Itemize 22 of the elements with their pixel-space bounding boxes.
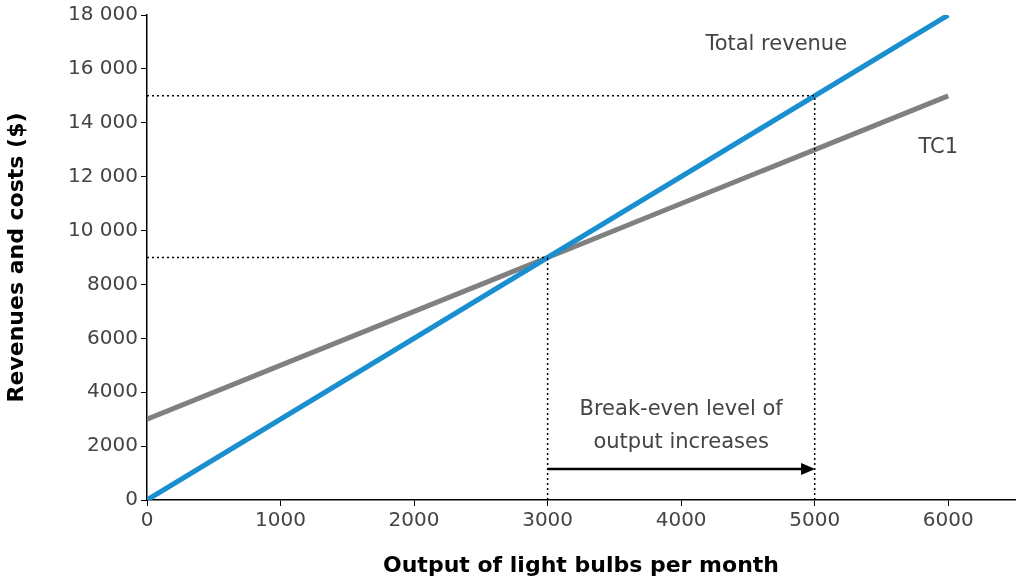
- y-axis-title: Revenues and costs ($): [2, 112, 28, 403]
- y-tick-label: 8000: [87, 270, 138, 295]
- x-tick-label: 4000: [655, 507, 707, 532]
- x-tick-label: 6000: [922, 507, 974, 532]
- x-tick-label: 5000: [789, 507, 841, 532]
- series-label: Total revenue: [704, 31, 848, 56]
- x-tick-label: 1000: [255, 507, 306, 532]
- y-tick-label: 4000: [87, 378, 138, 403]
- annotation: Break-even level of output increases: [579, 395, 784, 453]
- x-axis-title: Output of light bulbs per month: [383, 551, 779, 577]
- x-tick-label: 0: [140, 507, 154, 532]
- y-tick-label: 14 000: [68, 108, 138, 133]
- series-label: TC1: [917, 134, 959, 159]
- y-tick-label: 18 000: [68, 1, 138, 26]
- y-tick-label: 6000: [87, 324, 138, 349]
- y-tick-label: 2000: [87, 432, 138, 457]
- y-tick-label: 0: [125, 486, 138, 511]
- y-tick-label: 10 000: [68, 216, 138, 241]
- y-tick-label: 12 000: [68, 162, 138, 187]
- y-tick-label: 16 000: [68, 55, 138, 80]
- x-tick-label: 3000: [522, 507, 574, 532]
- x-tick-label: 2000: [388, 507, 440, 532]
